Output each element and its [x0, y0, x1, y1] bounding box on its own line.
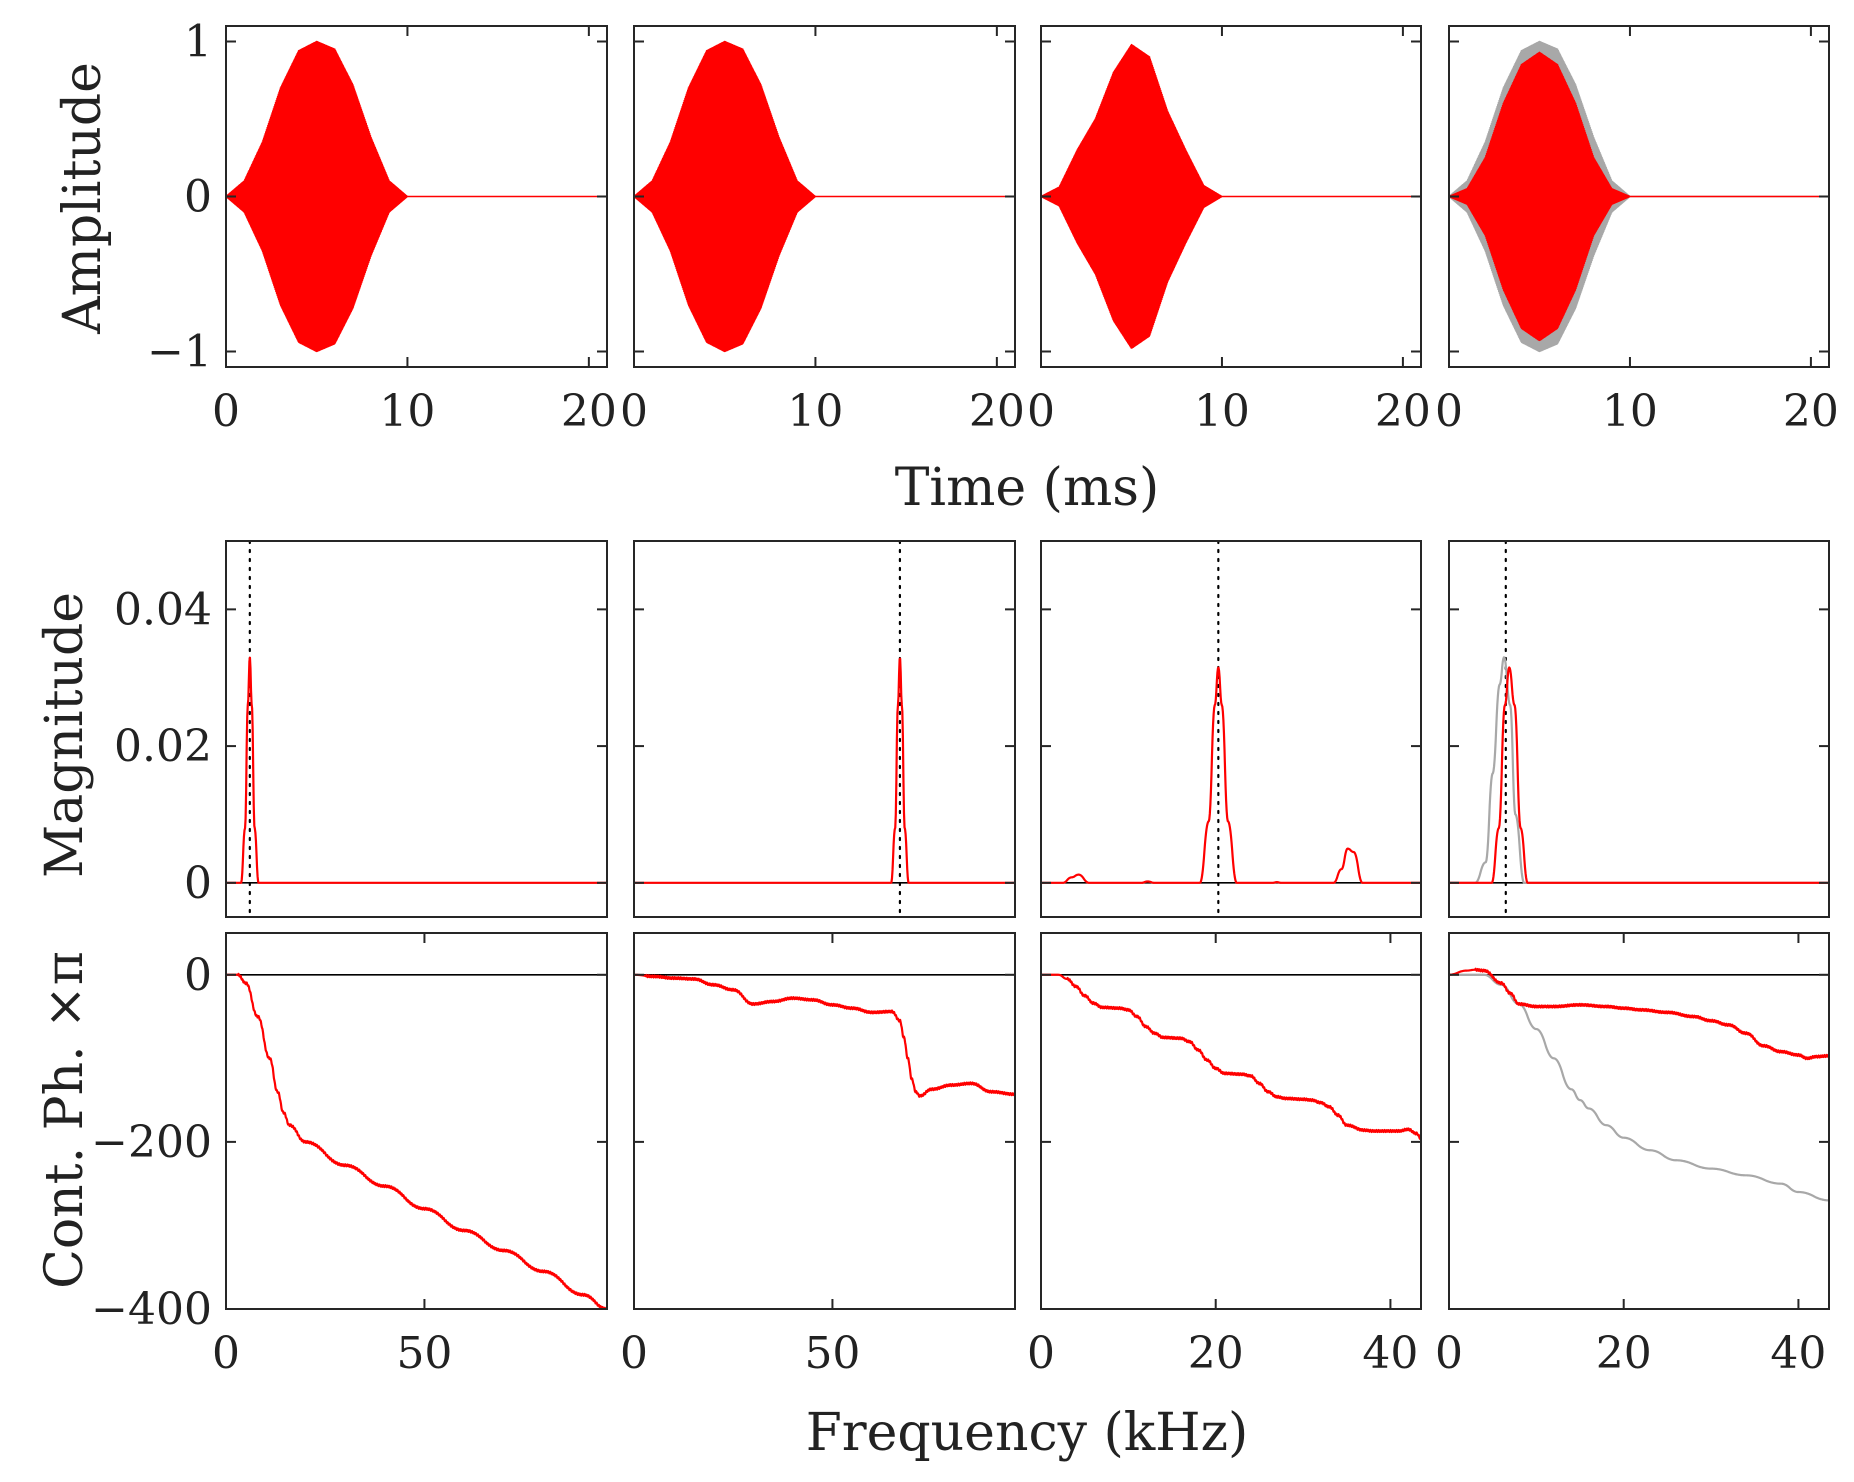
xtick-label: 0 — [212, 386, 240, 437]
phase-panel-3-signal-series — [1041, 973, 1421, 1140]
xtick-label: 0 — [1435, 1328, 1463, 1379]
amplitude-panel-3: 0 10 20 — [1027, 25, 1431, 437]
phase-panel-4-signal-series — [1449, 967, 1829, 1061]
xtick-label: 0 — [1435, 386, 1463, 437]
xtick-label: 0 — [620, 1328, 648, 1379]
magnitude-panel-1-frame — [225, 540, 608, 918]
magnitude-panel-4 — [1448, 540, 1830, 918]
amplitude-panel-2: 0 10 20 — [620, 25, 1025, 437]
ytick-label: −400 — [91, 1284, 212, 1335]
magnitude-panel-3 — [1040, 540, 1422, 918]
magnitude-panel-2-plot-area — [634, 541, 1015, 917]
magnitude-panel-1: 0 0.02 0.04 — [114, 540, 608, 918]
xtick-label: 20 — [1375, 386, 1431, 437]
amplitude-panel-3-plot-area — [1041, 43, 1421, 349]
magnitude-panel-3-frame — [1040, 540, 1422, 918]
magnitude-panel-4-signal-series — [1449, 666, 1829, 884]
magnitude-panel-2-frame — [633, 540, 1016, 918]
xtick-label: 10 — [379, 386, 435, 437]
amplitude-panel-2-plot-area — [634, 40, 1015, 353]
xtick-label: 20 — [969, 386, 1025, 437]
phase-panel-3-plot-area — [1041, 973, 1421, 1140]
magnitude-axis-label: Magnitude — [35, 592, 95, 878]
magnitude-panel-4-plot-area — [1449, 541, 1829, 917]
xtick-label: 40 — [1770, 1328, 1826, 1379]
time-axis-label: Time (ms) — [895, 458, 1160, 518]
ytick-label: −1 — [147, 327, 212, 378]
phase-panel-1-signal-series — [226, 972, 607, 1309]
amplitude-axis-label: Amplitude — [53, 62, 113, 335]
xtick-label: 0 — [1027, 386, 1055, 437]
xtick-label: 0 — [1027, 1328, 1055, 1379]
xtick-label: 10 — [787, 386, 843, 437]
xtick-label: 50 — [804, 1328, 860, 1379]
phase-panel-1-plot-area — [226, 972, 607, 1309]
magnitude-panel-1-plot-area — [226, 541, 607, 917]
ytick-label: 0 — [184, 950, 212, 1001]
xtick-label: 0 — [620, 386, 648, 437]
amplitude-panel-1-plot-area — [226, 40, 607, 353]
phase-panel-1: −400 −200 0 0 50 — [91, 932, 608, 1379]
magnitude-panel-4-frame — [1448, 540, 1830, 918]
phase-panel-1-frame — [225, 932, 608, 1310]
magnitude-panel-3-signal-series — [1041, 666, 1421, 884]
phase-panel-4-plot-area — [1449, 967, 1829, 1202]
magnitude-panel-2 — [633, 540, 1016, 918]
amplitude-panel-2-signal-series-fill — [634, 46, 816, 347]
phase-panel-2-plot-area — [634, 973, 1015, 1098]
xtick-label: 20 — [1188, 1328, 1244, 1379]
ytick-label: −200 — [91, 1117, 212, 1168]
phase-panel-3: 0 20 40 — [1027, 932, 1422, 1379]
phase-axis-label: Cont. Ph. ×π — [35, 951, 95, 1289]
amplitude-panel-4-signal-series-fill — [1449, 56, 1630, 337]
xtick-label: 10 — [1602, 386, 1658, 437]
ytick-label: 0.02 — [114, 721, 212, 772]
phase-panel-2: 0 50 — [620, 932, 1016, 1379]
phase-panel-4-frame — [1448, 932, 1830, 1310]
xtick-label: 20 — [561, 386, 617, 437]
xtick-label: 20 — [1783, 386, 1839, 437]
phase-panel-2-frame — [633, 932, 1016, 1310]
magnitude-panel-2-signal-series — [634, 657, 1015, 884]
ytick-label: 0.04 — [114, 584, 212, 635]
amplitude-panel-1-signal-series-fill — [226, 46, 408, 347]
xtick-label: 50 — [396, 1328, 452, 1379]
phase-panel-2-signal-series — [634, 973, 1015, 1098]
phase-panel-4: 0 20 40 — [1435, 932, 1830, 1379]
ytick-label: 1 — [184, 17, 212, 68]
xtick-label: 0 — [212, 1328, 240, 1379]
amplitude-panel-3-signal-series-fill — [1041, 49, 1222, 344]
ytick-label: 0 — [184, 172, 212, 223]
xtick-label: 40 — [1362, 1328, 1418, 1379]
phase-panel-4-reference-series — [1449, 973, 1829, 1202]
frequency-axis-label: Frequency (kHz) — [806, 1403, 1249, 1463]
ytick-label: 0 — [184, 858, 212, 909]
magnitude-panel-1-signal-series — [226, 656, 607, 884]
xtick-label: 20 — [1596, 1328, 1652, 1379]
xtick-label: 10 — [1194, 386, 1250, 437]
amplitude-panel-4-plot-area — [1449, 40, 1829, 353]
magnitude-panel-3-plot-area — [1041, 541, 1421, 917]
phase-panel-3-frame — [1040, 932, 1422, 1310]
amplitude-panel-4: 0 10 20 — [1435, 25, 1839, 437]
